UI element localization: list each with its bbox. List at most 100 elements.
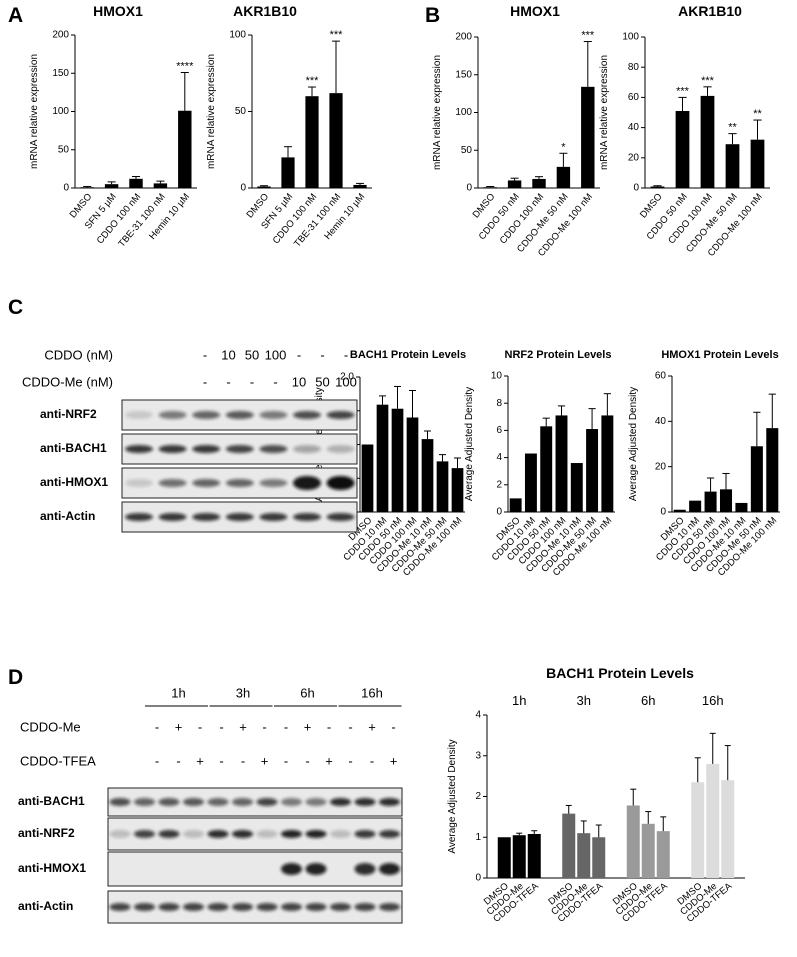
y-tick-label: 100	[622, 32, 639, 43]
band	[354, 863, 376, 875]
band	[125, 445, 153, 453]
treatment-label: CDDO-Me (nM)	[22, 374, 113, 389]
significance: ***	[676, 85, 690, 97]
band	[192, 479, 221, 487]
bar	[626, 805, 640, 878]
y-tick-label: 0	[466, 183, 472, 194]
bar	[650, 186, 665, 188]
y-tick-label: 20	[628, 152, 640, 163]
band	[281, 798, 302, 806]
blot-row	[107, 787, 403, 817]
chart-title: AKR1B10	[233, 3, 297, 19]
band	[330, 830, 351, 838]
lane-label: -	[176, 753, 180, 768]
lane-label: 10	[292, 374, 306, 389]
antibody-label: anti-HMOX1	[18, 861, 86, 875]
bar	[750, 139, 765, 188]
lane-label: -	[320, 347, 324, 362]
lane-label: 10	[221, 347, 235, 362]
bar	[706, 763, 720, 878]
y-tick-label: 150	[52, 68, 69, 79]
bar	[129, 178, 143, 188]
bar	[104, 184, 119, 188]
bar	[766, 428, 779, 512]
band	[330, 798, 351, 806]
band	[109, 798, 131, 806]
bar	[376, 404, 389, 512]
panel-letter: B	[425, 4, 440, 27]
bar	[451, 468, 464, 512]
lane-label: -	[327, 719, 331, 734]
y-tick-label: 0	[63, 183, 69, 194]
lane-label: -	[297, 347, 301, 362]
bar	[673, 509, 686, 512]
bar	[509, 498, 522, 512]
band	[134, 798, 155, 806]
blot-row	[107, 817, 403, 851]
lane-label: 50	[315, 374, 329, 389]
band	[379, 830, 400, 838]
lane-label: +	[304, 719, 312, 734]
bar	[556, 166, 571, 188]
bar	[691, 782, 705, 878]
lane-label: -	[250, 374, 254, 389]
y-tick-label: 100	[229, 30, 246, 41]
band	[109, 903, 131, 911]
bar	[577, 833, 591, 878]
bar	[592, 837, 606, 878]
lane-label: -	[203, 374, 207, 389]
band	[259, 411, 288, 419]
time-label: 3h	[236, 685, 250, 700]
bar	[601, 415, 614, 512]
lane-label: +	[390, 753, 398, 768]
band	[281, 830, 302, 838]
time-label: 16h	[361, 685, 383, 700]
lane-label: -	[219, 753, 223, 768]
antibody-label: anti-BACH1	[40, 441, 107, 455]
band	[305, 863, 327, 875]
group-label: 6h	[641, 693, 655, 708]
y-tick-label: 50	[58, 144, 70, 155]
bar	[725, 144, 740, 188]
band	[326, 513, 355, 521]
y-tick-label: 80	[628, 62, 640, 73]
lane-label: -	[348, 753, 352, 768]
lane-label: -	[370, 753, 374, 768]
treatment-label: CDDO (nM)	[44, 347, 113, 362]
bar	[421, 439, 434, 512]
bar	[562, 813, 576, 878]
lane-label: +	[175, 719, 183, 734]
band	[326, 411, 355, 419]
lane-label: -	[262, 719, 266, 734]
band	[379, 903, 400, 911]
y-tick-label: 4	[496, 452, 502, 463]
y-tick-label: 2	[496, 479, 502, 490]
lane-label: -	[273, 374, 277, 389]
antibody-label: anti-Actin	[40, 509, 95, 523]
lane-label: -	[155, 753, 159, 768]
band	[158, 479, 187, 487]
band	[183, 830, 204, 838]
bar	[507, 180, 522, 188]
bar	[675, 110, 690, 188]
bar	[524, 453, 537, 512]
band	[256, 903, 278, 911]
bar	[540, 426, 553, 512]
lane-label: -	[226, 374, 230, 389]
time-label: 1h	[171, 685, 185, 700]
bar	[656, 831, 670, 878]
band	[293, 513, 321, 521]
chart-title: NRF2 Protein Levels	[505, 349, 612, 361]
bar	[719, 489, 733, 512]
bar	[750, 446, 763, 512]
y-tick-label: 2	[475, 791, 481, 802]
band	[158, 411, 187, 419]
lane-label: -	[284, 753, 288, 768]
panel-letter: A	[8, 4, 23, 27]
bar	[178, 110, 192, 188]
chart-title: BACH1 Protein Levels	[350, 349, 466, 361]
band	[109, 830, 131, 838]
band	[225, 513, 254, 521]
lane-label: +	[368, 719, 376, 734]
bar	[281, 157, 295, 188]
